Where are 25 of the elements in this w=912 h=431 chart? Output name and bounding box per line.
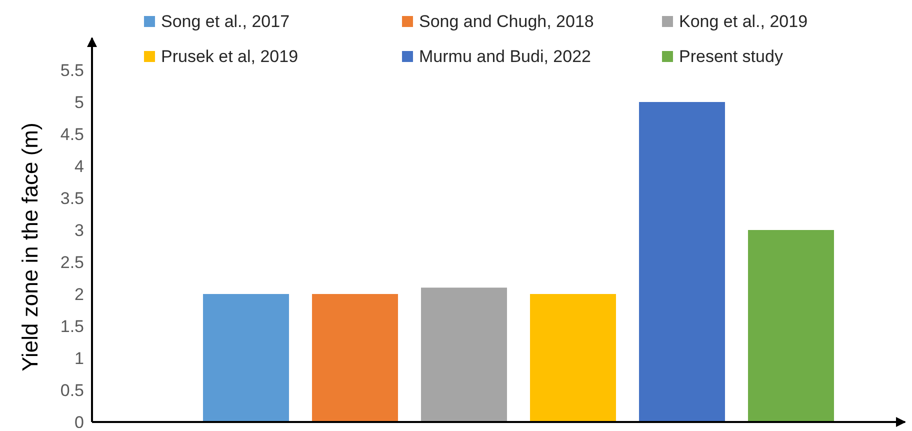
legend-label: Murmu and Budi, 2022 [419,46,591,66]
y-tick-label: 1 [74,349,84,368]
legend-label: Song and Chugh, 2018 [419,12,594,32]
legend-label: Prusek et al, 2019 [161,46,298,66]
legend-label: Present study [679,46,783,66]
legend-label: Kong et al., 2019 [679,12,808,32]
legend-label: Song et al., 2017 [161,12,290,32]
y-tick-label: 5 [74,93,84,112]
bar [530,294,616,422]
y-tick-label: 1.5 [60,317,84,336]
y-tick-label: 5.5 [60,61,84,80]
y-axis-title: Yield zone in the face (m) [18,122,42,372]
bar [748,230,834,422]
y-tick-label: 0.5 [60,381,84,400]
bar [312,294,398,422]
y-tick-label: 0 [74,413,84,431]
bar [421,288,507,422]
bar [203,294,289,422]
y-tick-label: 3 [74,221,84,240]
y-tick-label: 3.5 [60,189,84,208]
y-tick-label: 4.5 [60,125,84,144]
y-tick-label: 2 [74,285,84,304]
y-tick-label: 4 [74,157,84,176]
bar [639,102,725,422]
y-tick-label: 2.5 [60,253,84,272]
